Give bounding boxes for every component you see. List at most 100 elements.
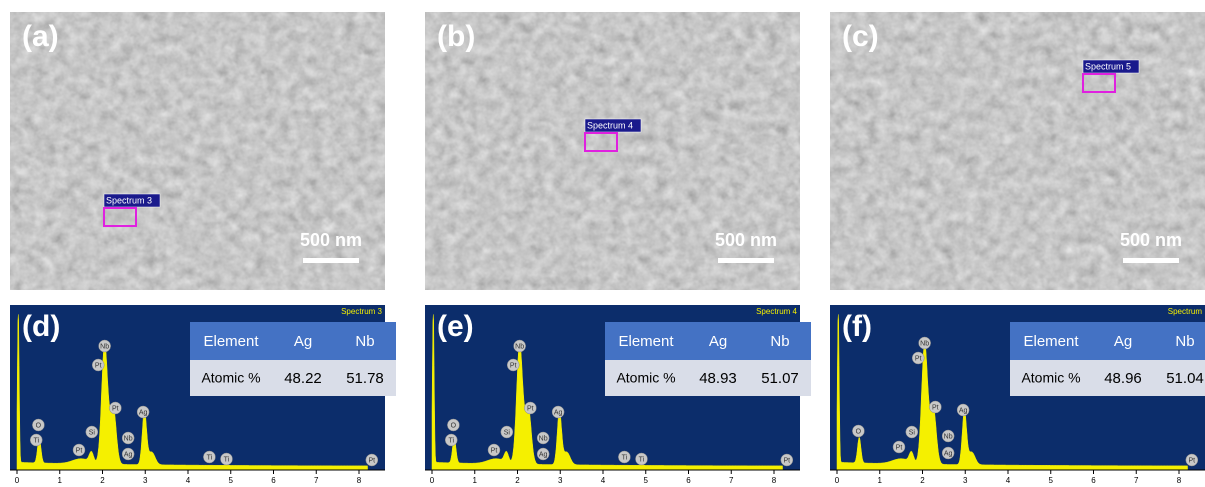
table-header: Ag: [1114, 333, 1132, 350]
table-cell: 51.78: [346, 370, 384, 387]
peak-label: Ag: [539, 451, 548, 458]
panel-label: (b): [437, 20, 475, 53]
peak-label: Nb: [944, 433, 953, 440]
scale-bar: [303, 258, 359, 263]
spectrum-tag: Spectrum 5: [1085, 61, 1131, 71]
x-tick-label: 4: [186, 476, 191, 485]
peak-label: Ti: [224, 456, 230, 463]
table-cell: Atomic %: [616, 370, 675, 386]
peak-label: Ti: [639, 456, 645, 463]
x-tick-label: 1: [473, 476, 478, 485]
x-tick-label: 4: [1006, 476, 1011, 485]
table-header: Nb: [770, 333, 789, 350]
peak-label: Nb: [920, 340, 929, 347]
x-tick-label: 3: [963, 476, 968, 485]
table-cell: 48.93: [699, 370, 737, 387]
panel-label: (c): [842, 20, 879, 53]
table-cell: Atomic %: [201, 370, 260, 386]
x-tick-label: 7: [1134, 476, 1139, 485]
peak-label: Nb: [124, 435, 133, 442]
peak-label: Nb: [539, 435, 548, 442]
scale-label: 500 nm: [1120, 230, 1182, 250]
x-tick-label: 6: [271, 476, 276, 485]
x-tick-label: 8: [357, 476, 362, 485]
panel-label: (a): [22, 20, 59, 53]
peak-label: Nb: [515, 343, 524, 350]
peak-label: Ag: [139, 409, 148, 416]
x-tick-label: 0: [15, 476, 20, 485]
peak-label: Pt: [369, 457, 376, 464]
x-tick-label: 8: [1177, 476, 1182, 485]
x-tick-label: 3: [558, 476, 563, 485]
peak-label: O: [451, 422, 457, 429]
peak-label: Si: [89, 429, 96, 436]
table-cell: 51.04: [1166, 370, 1204, 387]
scale-bar: [718, 258, 774, 263]
x-tick-label: 2: [920, 476, 925, 485]
table-header: Ag: [294, 333, 312, 350]
panel-label: (d): [22, 310, 60, 343]
x-tick-label: 2: [100, 476, 105, 485]
table-cell: 48.96: [1104, 370, 1142, 387]
x-tick-label: 1: [58, 476, 63, 485]
peak-label: Ag: [959, 407, 968, 414]
spectrum-title: Spectrum 4: [756, 307, 797, 316]
table-header: Nb: [355, 333, 374, 350]
peak-label: Si: [504, 429, 511, 436]
table-cell: 51.07: [761, 370, 799, 387]
x-tick-label: 0: [430, 476, 435, 485]
peak-label: Pt: [527, 405, 534, 412]
x-tick-label: 5: [644, 476, 649, 485]
peak-label: Ti: [33, 437, 39, 444]
peak-label: Pt: [896, 444, 903, 451]
table-header: Element: [1023, 333, 1079, 350]
peak-label: Pt: [784, 457, 791, 464]
spectrum-title: Spectrum 3: [341, 307, 382, 316]
peak-label: Pt: [1189, 457, 1196, 464]
peak-label: Pt: [112, 405, 119, 412]
x-tick-label: 2: [515, 476, 520, 485]
peak-label: Ag: [944, 450, 953, 457]
spectrum-tag: Spectrum 4: [587, 120, 633, 130]
peak-label: Ti: [622, 454, 628, 461]
peak-label: Si: [909, 429, 916, 436]
scale-label: 500 nm: [715, 230, 777, 250]
peak-label: Pt: [510, 362, 517, 369]
table-header: Ag: [709, 333, 727, 350]
x-tick-label: 1: [878, 476, 883, 485]
table-header: Element: [618, 333, 674, 350]
figure: (a) Spectrum 3 500 nm (b) Spectrum 4 500 nm (c…: [0, 0, 1205, 487]
table-header: Nb: [1175, 333, 1194, 350]
peak-label: Ag: [124, 451, 133, 458]
scale-label: 500 nm: [300, 230, 362, 250]
scale-bar: [1123, 258, 1179, 263]
table-cell: Atomic %: [1021, 370, 1080, 386]
peak-label: O: [856, 428, 862, 435]
panel-label: (e): [437, 310, 474, 343]
x-tick-label: 5: [1049, 476, 1054, 485]
peak-label: Ag: [554, 409, 563, 416]
spectrum-title: Spectrum: [1168, 307, 1203, 316]
peak-label: Pt: [491, 447, 498, 454]
x-tick-label: 6: [686, 476, 691, 485]
spectrum-tag: Spectrum 3: [106, 195, 152, 205]
x-tick-label: 6: [1091, 476, 1096, 485]
x-tick-label: 7: [729, 476, 734, 485]
peak-label: Pt: [915, 355, 922, 362]
table-cell: 48.22: [284, 370, 322, 387]
peak-label: Pt: [932, 404, 939, 411]
x-tick-label: 0: [835, 476, 840, 485]
peak-label: Pt: [95, 362, 102, 369]
peak-label: Pt: [76, 447, 83, 454]
panel-label: (f): [842, 310, 872, 343]
x-tick-label: 4: [601, 476, 606, 485]
peak-label: Ti: [207, 454, 213, 461]
x-tick-label: 3: [143, 476, 148, 485]
peak-label: Ti: [448, 437, 454, 444]
peak-label: Nb: [100, 343, 109, 350]
peak-label: O: [36, 422, 42, 429]
table-header: Element: [203, 333, 259, 350]
x-tick-label: 5: [229, 476, 234, 485]
x-tick-label: 8: [772, 476, 777, 485]
x-tick-label: 7: [314, 476, 319, 485]
